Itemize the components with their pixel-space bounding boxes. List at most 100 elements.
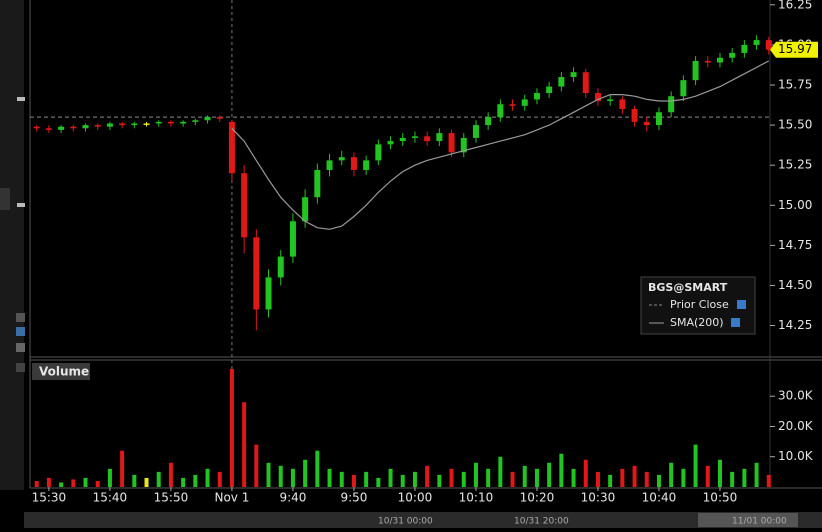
volume-bar — [278, 465, 283, 487]
handle[interactable] — [17, 97, 25, 101]
candle-body — [460, 137, 467, 153]
left-toolbar — [0, 0, 24, 490]
volume-bar — [620, 468, 625, 487]
x-tick-label: 9:40 — [279, 491, 306, 505]
scroll-label: 10/31 20:00 — [514, 517, 569, 527]
candle-body — [668, 96, 675, 113]
collapse-button[interactable] — [0, 188, 10, 210]
candle-body — [143, 123, 150, 125]
volume-bar — [120, 450, 125, 487]
last-price-label: 15.97 — [778, 42, 812, 56]
volume-bar — [412, 471, 417, 487]
volume-bar — [608, 474, 613, 487]
volume-bar — [742, 468, 747, 487]
candle-body — [424, 136, 431, 142]
candle-body — [558, 76, 565, 87]
candle-body — [363, 160, 370, 170]
candle-body — [45, 128, 52, 130]
volume-bar — [266, 462, 271, 487]
last-price-tag — [770, 41, 818, 58]
candle-body — [70, 126, 77, 129]
volume-bar — [534, 468, 539, 487]
volume-bar — [181, 477, 186, 487]
candle-body — [436, 133, 443, 142]
candle-body — [338, 157, 345, 161]
candle-body — [509, 104, 516, 106]
y-tick-label: 30.0K — [778, 389, 814, 403]
volume-bar — [547, 462, 552, 487]
candle-body — [33, 126, 40, 129]
volume-bar — [168, 462, 173, 487]
candle-body — [753, 40, 760, 45]
volume-bar — [681, 468, 686, 487]
close-button[interactable] — [16, 363, 25, 372]
volume-bar — [376, 477, 381, 487]
volume-bar — [705, 465, 710, 487]
volume-bar — [571, 468, 576, 487]
x-tick-label: 10:20 — [520, 491, 555, 505]
candle-body — [241, 173, 248, 238]
candle-body — [448, 133, 455, 153]
candle-body — [411, 136, 418, 138]
volume-bar — [449, 468, 454, 487]
checkbox[interactable] — [731, 318, 740, 327]
handle[interactable] — [17, 203, 25, 207]
legend-label: SMA(200) — [670, 316, 724, 329]
candle-body — [302, 197, 309, 222]
lock-button[interactable] — [16, 343, 25, 352]
volume-bar — [461, 471, 466, 487]
x-tick-label: 9:50 — [340, 491, 367, 505]
volume-bar — [205, 468, 210, 487]
volume-bar — [315, 450, 320, 487]
candle-body — [216, 117, 223, 119]
volume-bar — [229, 368, 234, 487]
volume-bar — [559, 453, 564, 487]
checkbox[interactable] — [737, 300, 746, 309]
x-tick-label: 10:50 — [703, 491, 738, 505]
candle-body — [655, 112, 662, 126]
volume-bar — [595, 471, 600, 487]
candle-body — [472, 125, 479, 138]
scrollbar[interactable] — [24, 512, 822, 528]
candle-body — [289, 221, 296, 257]
volume-bar — [486, 468, 491, 487]
candle-body — [82, 125, 89, 129]
x-tick-label: 15:40 — [93, 491, 128, 505]
volume-bar — [754, 462, 759, 487]
candle-body — [631, 109, 638, 122]
volume-bar — [425, 465, 430, 487]
scrollbar-thumb[interactable] — [698, 513, 798, 527]
legend-label: Prior Close — [670, 298, 729, 311]
volume-bar — [34, 480, 39, 487]
candle-body — [521, 99, 528, 106]
y-tick-label: 15.75 — [778, 77, 812, 91]
y-tick-label: 16.25 — [778, 0, 812, 11]
x-tick-label: 15:50 — [154, 491, 189, 505]
volume-bar — [644, 471, 649, 487]
candle-body — [399, 137, 406, 142]
candle-body — [619, 99, 626, 110]
candle-body — [594, 93, 601, 102]
y-tick-label: 15.50 — [778, 118, 812, 132]
y-tick-label: 20.0K — [778, 419, 814, 433]
volume-bar — [766, 474, 771, 487]
candle-body — [119, 123, 126, 126]
candle-body — [497, 104, 504, 118]
volume-bar — [339, 471, 344, 487]
link-button[interactable] — [16, 327, 25, 336]
candle-body — [533, 93, 540, 100]
volume-bar — [95, 480, 100, 487]
volume-bar — [656, 474, 661, 487]
candle-body — [582, 72, 589, 94]
candle-body — [192, 120, 199, 122]
volume-bar — [388, 468, 393, 487]
volume-bar — [107, 468, 112, 487]
y-tick-label: 15.00 — [778, 198, 812, 212]
candle-body — [180, 121, 187, 124]
volume-bar — [46, 477, 51, 487]
candle-body — [387, 141, 394, 145]
candle-body — [265, 277, 272, 310]
candle-body — [643, 121, 650, 126]
volume-bar — [717, 459, 722, 487]
scroll-button[interactable] — [16, 313, 25, 322]
